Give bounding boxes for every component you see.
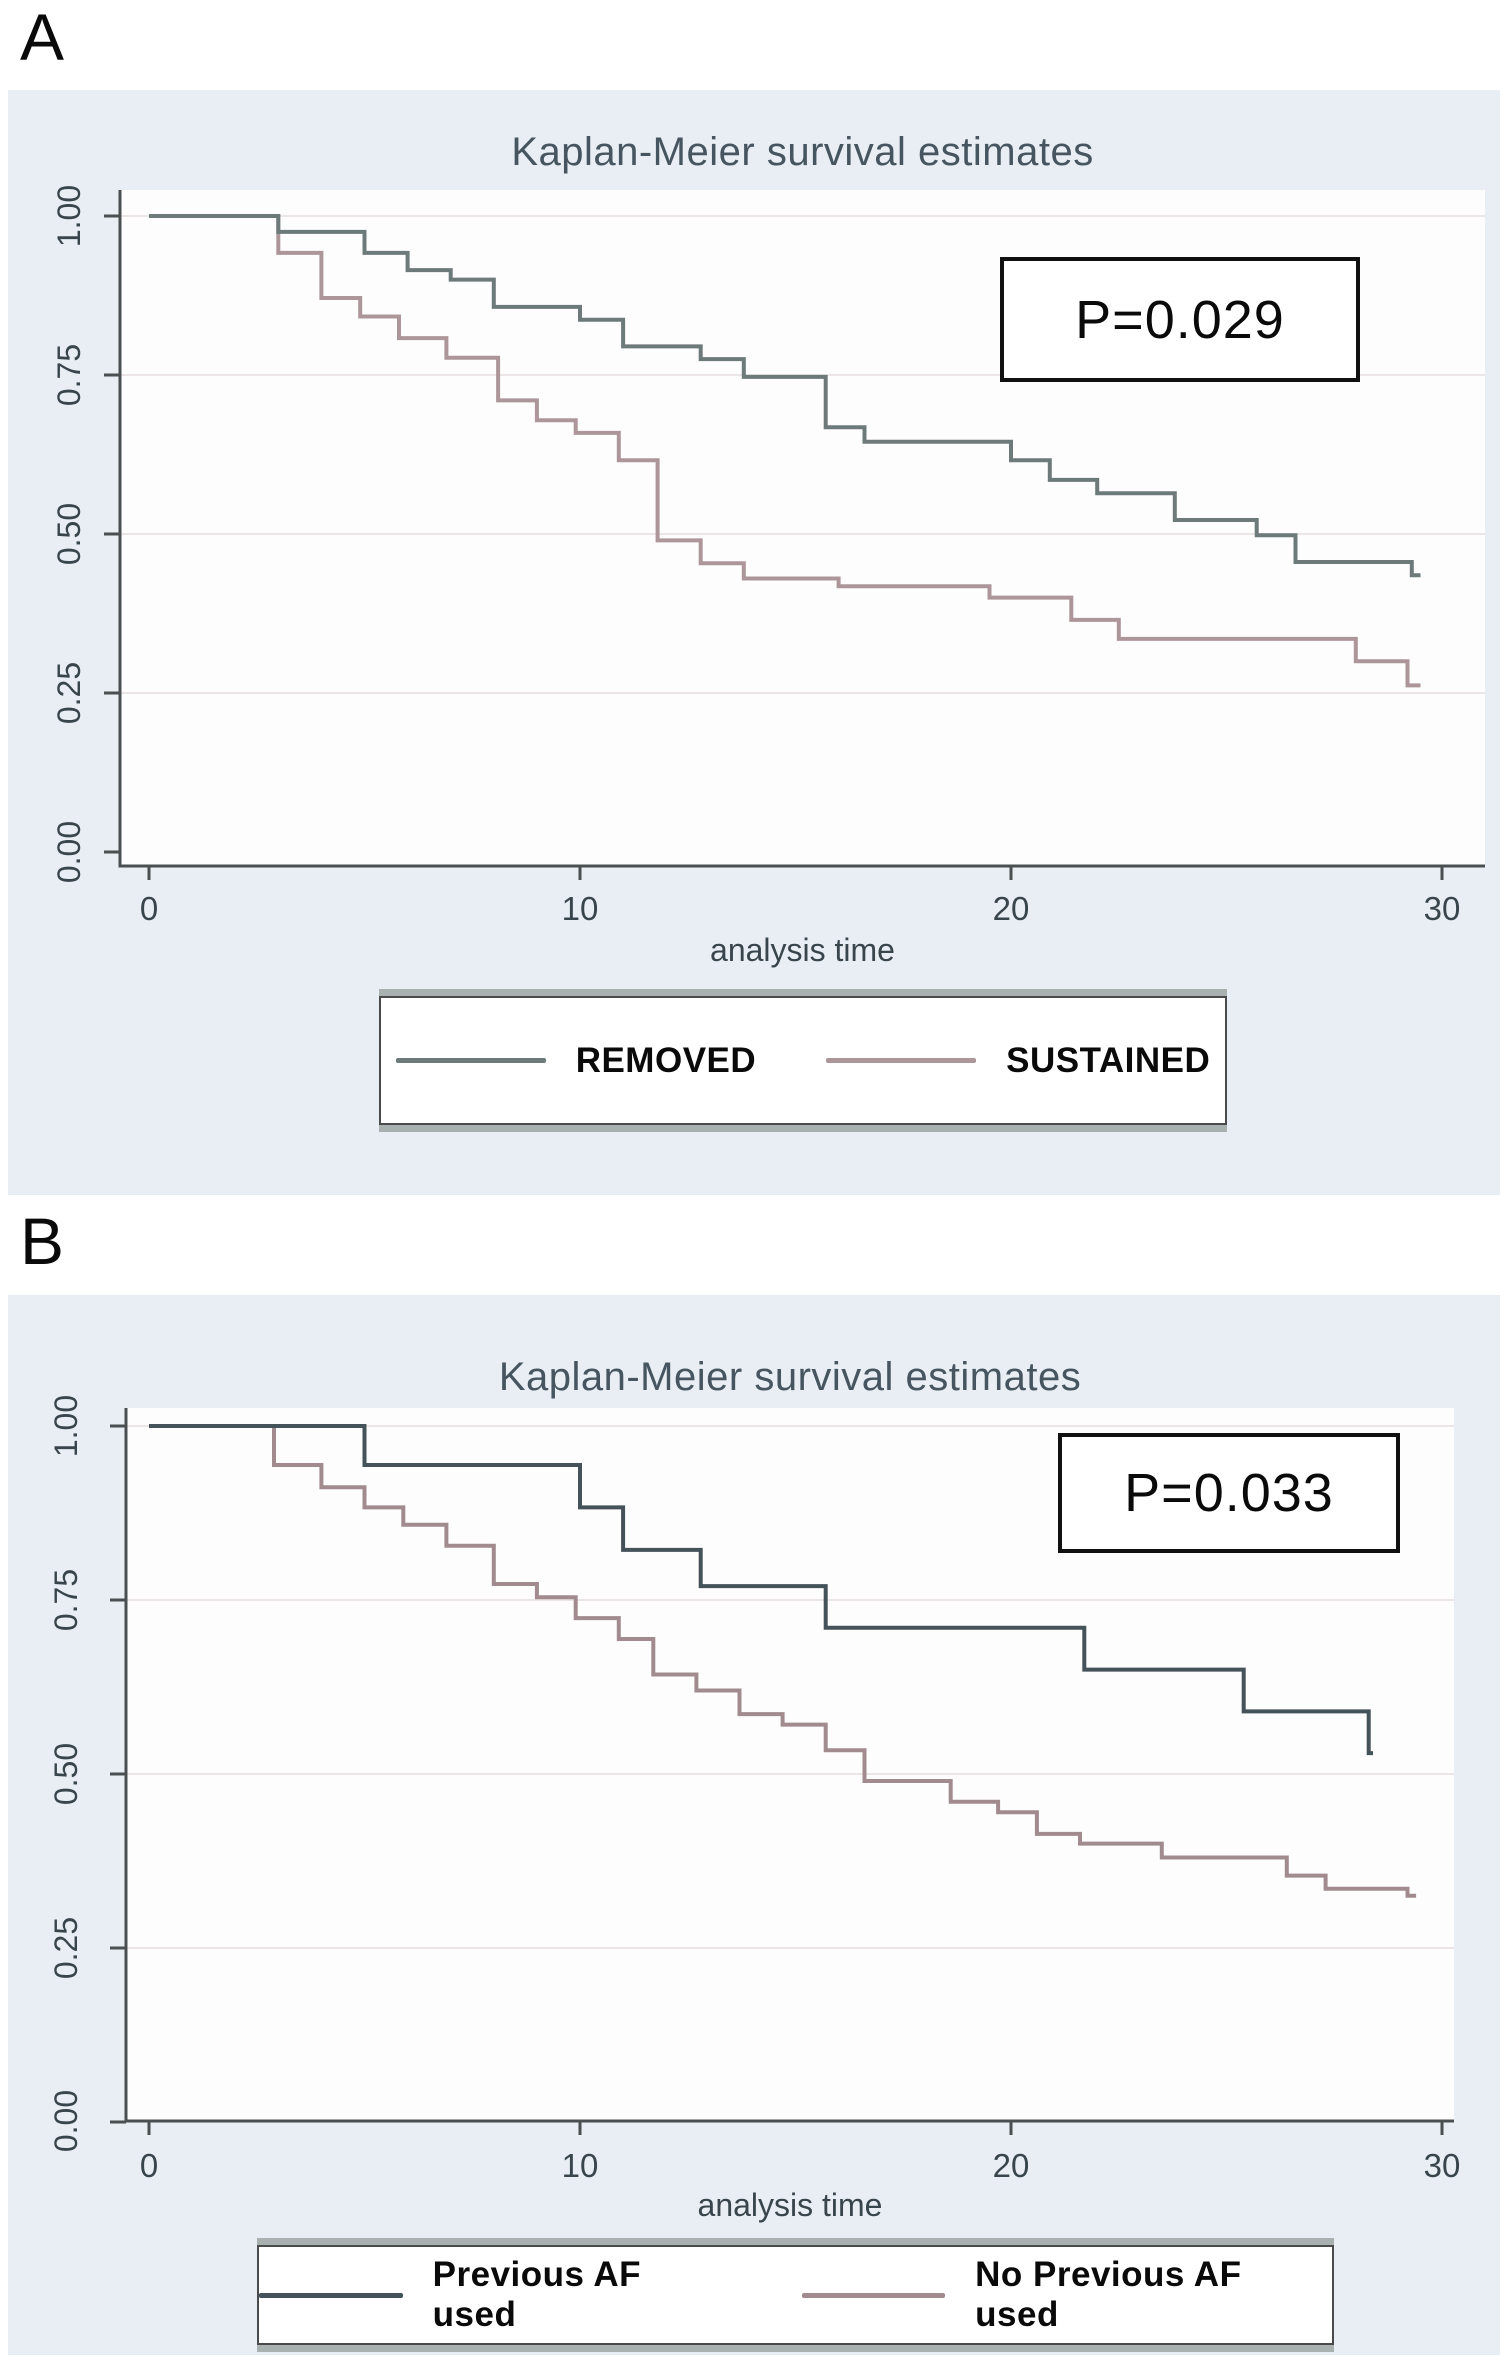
panel-b-xaxis-label: analysis time	[697, 2187, 883, 2223]
panel-a-pvalue-text: P=0.029	[1075, 289, 1285, 350]
panel-b-xtick-10: 10	[561, 2147, 599, 2184]
panel-b-xtick-30: 30	[1423, 2147, 1461, 2184]
panel-a-pvalue-box: P=0.029	[1000, 257, 1360, 382]
panel-a-xtick-0: 0	[139, 890, 159, 927]
panel-b-legend: Previous AF used No Previous AF used	[257, 2245, 1334, 2345]
panel-a-letter: A	[20, 0, 65, 74]
panel-a-ytick-025: 0.25	[51, 661, 87, 725]
panel-a-legend-row: REMOVED SUSTAINED	[381, 998, 1225, 1123]
panel-b-xtick-0: 0	[139, 2147, 159, 2184]
panel-a-title: Kaplan-Meier survival estimates	[511, 130, 1094, 174]
panel-b-pvalue-text: P=0.033	[1124, 1463, 1334, 1523]
panel-a-xaxis-label: analysis time	[710, 932, 895, 968]
panel-b-ytick-050: 0.50	[48, 1742, 84, 1806]
panel-a-chart: Kaplan-Meier survival estimates 0.00 0.2…	[8, 90, 1500, 1195]
legend-line-removed-icon	[395, 1058, 546, 1063]
panel-a-ytick-000: 0.00	[51, 820, 87, 884]
panel-a-legend: REMOVED SUSTAINED	[379, 996, 1227, 1125]
panel-b-ytick-025: 0.25	[48, 1916, 84, 1980]
panel-b-ytick-000: 0.00	[48, 2089, 84, 2153]
panel-a-ytick-075: 0.75	[51, 343, 87, 407]
panel-a-legend-label-sustained: SUSTAINED	[1006, 1040, 1211, 1080]
panel-a-xtick-10: 10	[561, 890, 599, 927]
panel-b-legend-label-no-previous: No Previous AF used	[975, 2255, 1242, 2334]
panel-b-ytick-100: 1.00	[48, 1394, 84, 1458]
panel-a-ytick-100: 1.00	[51, 184, 87, 248]
panel-b-title: Kaplan-Meier survival estimates	[498, 1355, 1082, 1399]
panel-b-letter: B	[20, 1204, 65, 1278]
panel-a-ytick-050: 0.50	[51, 502, 87, 566]
panel-a-xtick-30: 30	[1423, 890, 1461, 927]
panel-b-pvalue-box: P=0.033	[1058, 1433, 1400, 1553]
panel-a-legend-label-removed: REMOVED	[575, 1040, 757, 1080]
panel-b-ytick-075: 0.75	[48, 1568, 84, 1632]
panel-b-xtick-20: 20	[992, 2147, 1030, 2184]
legend-line-sustained-icon	[826, 1058, 977, 1063]
panel-b-legend-label-previous: Previous AF used	[432, 2255, 642, 2334]
panel-b-chart: Kaplan-Meier survival estimates 0.00 0.2…	[8, 1295, 1500, 2355]
legend-line-previous-af-icon	[259, 2292, 403, 2298]
panel-a-xtick-20: 20	[992, 890, 1030, 927]
panel-b-legend-row: Previous AF used No Previous AF used	[259, 2247, 1332, 2343]
legend-line-no-previous-af-icon	[801, 2292, 946, 2298]
